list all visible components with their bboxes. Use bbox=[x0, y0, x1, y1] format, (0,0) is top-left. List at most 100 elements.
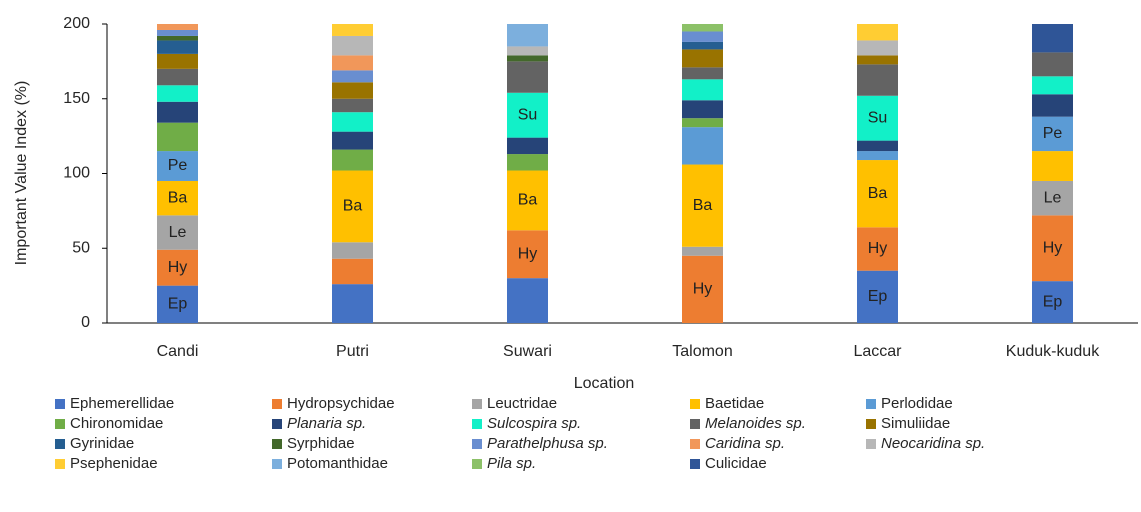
bar-segment bbox=[682, 79, 723, 101]
legend-label: Simuliidae bbox=[881, 415, 950, 432]
bar-segment bbox=[1032, 24, 1073, 53]
x-axis-title: Location bbox=[574, 375, 635, 392]
bar-segment bbox=[1032, 52, 1073, 77]
x-tick-label: Laccar bbox=[853, 343, 902, 360]
segment-label: Ba bbox=[343, 198, 363, 215]
bar-segment bbox=[682, 118, 723, 128]
bar-segment bbox=[682, 24, 723, 32]
bar-segment bbox=[332, 70, 373, 83]
bar-segment bbox=[157, 68, 198, 86]
bar-segment bbox=[157, 215, 198, 250]
legend-swatch bbox=[690, 459, 700, 469]
legend-label: Baetidae bbox=[705, 395, 764, 412]
bar-segment bbox=[682, 41, 723, 50]
bar-segment bbox=[507, 92, 548, 138]
bar-segment bbox=[332, 35, 373, 56]
y-tick-label: 150 bbox=[63, 90, 90, 107]
segment-label: Ba bbox=[868, 185, 888, 202]
bar-segment bbox=[682, 100, 723, 119]
segment-label: Hy bbox=[518, 245, 538, 262]
legend-label: Potomanthidae bbox=[287, 455, 388, 472]
bar-segment bbox=[157, 29, 198, 36]
segment-label: Hy bbox=[693, 281, 713, 298]
bar-segment bbox=[1032, 215, 1073, 282]
legend-swatch bbox=[272, 419, 282, 429]
legend-swatch bbox=[472, 459, 482, 469]
legend-label: Neocaridina sp. bbox=[881, 435, 985, 452]
bar-segment bbox=[857, 64, 898, 96]
x-tick-label: Suwari bbox=[503, 343, 552, 360]
legend-swatch bbox=[272, 399, 282, 409]
bar-segment bbox=[507, 154, 548, 171]
bar-segment bbox=[1032, 116, 1073, 152]
legend-label: Melanoides sp. bbox=[705, 415, 806, 432]
y-axis-title: Important Value Index (%) bbox=[13, 81, 30, 266]
bar-segment bbox=[157, 122, 198, 152]
bar-segment bbox=[332, 131, 373, 150]
legend-label: Syrphidae bbox=[287, 435, 355, 452]
x-tick-label: Candi bbox=[157, 343, 199, 360]
segment-label: Ep bbox=[168, 296, 188, 313]
x-tick-label: Talomon bbox=[672, 343, 732, 360]
y-tick-label: 0 bbox=[81, 314, 90, 331]
bar-segment bbox=[332, 98, 373, 113]
segment-label: Hy bbox=[868, 240, 888, 257]
legend-swatch bbox=[55, 419, 65, 429]
bar-segment bbox=[857, 24, 898, 41]
segment-label: Hy bbox=[168, 259, 188, 276]
bar-segment bbox=[857, 227, 898, 271]
segment-label: Su bbox=[518, 106, 538, 123]
bar-segment bbox=[857, 55, 898, 65]
bar-segment bbox=[157, 85, 198, 102]
bar-segment bbox=[1032, 151, 1073, 181]
bar-segment bbox=[332, 55, 373, 71]
bar-segment bbox=[507, 230, 548, 279]
bar-segment bbox=[682, 127, 723, 165]
legend-swatch bbox=[690, 399, 700, 409]
bar-segment bbox=[157, 249, 198, 286]
bar-segment bbox=[332, 24, 373, 36]
bar-segment bbox=[157, 24, 198, 30]
legend-swatch bbox=[866, 399, 876, 409]
bar-segment bbox=[682, 31, 723, 42]
bar-segment bbox=[682, 49, 723, 68]
bar-segment bbox=[157, 53, 198, 69]
bar-segment bbox=[157, 151, 198, 181]
bar-segment bbox=[1032, 76, 1073, 95]
bar-segment bbox=[682, 246, 723, 256]
bar-segment bbox=[332, 149, 373, 171]
legend-swatch bbox=[472, 439, 482, 449]
segment-label: Ba bbox=[518, 192, 538, 209]
y-tick-label: 200 bbox=[63, 15, 90, 32]
bar-segment bbox=[157, 101, 198, 123]
legend-label: Parathelphusa sp. bbox=[487, 435, 608, 452]
segment-label: Ba bbox=[693, 197, 713, 214]
bar-segment bbox=[332, 284, 373, 323]
legend-label: Perlodidae bbox=[881, 395, 953, 412]
legend-swatch bbox=[866, 439, 876, 449]
bar-segment bbox=[857, 160, 898, 228]
bar-segment bbox=[507, 170, 548, 231]
bar-segment bbox=[332, 82, 373, 99]
bar-segment bbox=[857, 95, 898, 141]
bar-segment bbox=[857, 151, 898, 161]
legend-swatch bbox=[472, 399, 482, 409]
legend-label: Planaria sp. bbox=[287, 415, 366, 432]
segment-label: Le bbox=[169, 224, 187, 241]
bar-segment bbox=[507, 24, 548, 47]
bar-segment bbox=[857, 40, 898, 56]
bar-segment bbox=[332, 112, 373, 132]
bar-segment bbox=[682, 255, 723, 323]
bar-segment bbox=[682, 67, 723, 80]
y-tick-label: 100 bbox=[63, 165, 90, 182]
bar-segment bbox=[332, 242, 373, 259]
bar-segment bbox=[1032, 180, 1073, 216]
y-tick-label: 50 bbox=[72, 239, 90, 256]
bar-segment bbox=[157, 35, 198, 41]
bar-segment bbox=[507, 137, 548, 155]
bar-segment bbox=[1032, 94, 1073, 117]
x-tick-label: Putri bbox=[336, 343, 369, 360]
legend-label: Leuctridae bbox=[487, 395, 557, 412]
bar-segment bbox=[857, 140, 898, 152]
